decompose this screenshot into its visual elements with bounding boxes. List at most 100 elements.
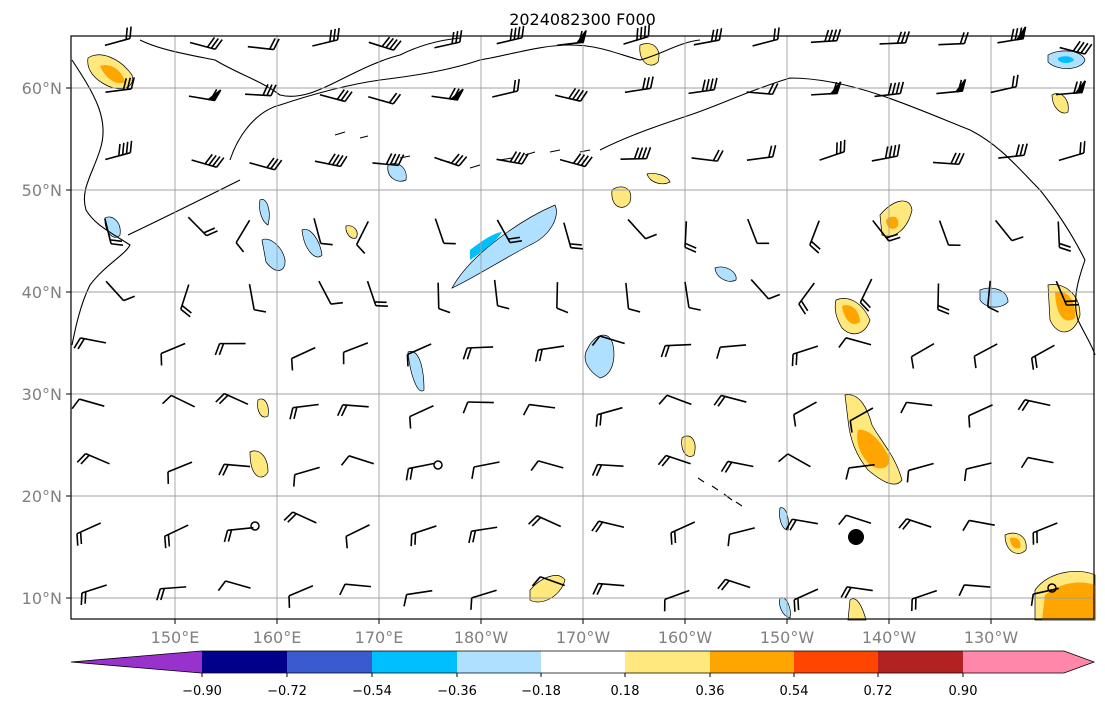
wind-barb xyxy=(1030,587,1059,607)
kamchatka-coast xyxy=(71,59,131,346)
wind-barb xyxy=(434,30,463,49)
wind-barb xyxy=(1020,456,1054,469)
anomaly-contours xyxy=(87,43,1096,621)
wind-barb xyxy=(345,524,370,549)
graticule xyxy=(71,36,1094,619)
wind-barb xyxy=(986,280,999,313)
positive-patch xyxy=(345,225,358,239)
wind-barb xyxy=(838,337,872,348)
colorbar-tick-label: −0.72 xyxy=(267,684,307,699)
calm-circle xyxy=(433,460,443,470)
alaska-coast xyxy=(229,39,701,161)
wind-barb xyxy=(994,219,1024,242)
wind-barb xyxy=(76,522,102,546)
wind-barb xyxy=(595,406,623,427)
wind-barb xyxy=(249,157,283,171)
colorbar-tick-label: 0.18 xyxy=(611,684,640,699)
wind-barb xyxy=(874,81,905,98)
wind-barb xyxy=(936,78,967,95)
wind-barb xyxy=(355,221,369,254)
hurricane-marker xyxy=(848,529,864,545)
colorbar-tick-label: −0.36 xyxy=(437,684,477,699)
wind-barb xyxy=(339,583,372,596)
wind-barb xyxy=(188,88,222,102)
calm-circle xyxy=(1047,583,1057,593)
wind-barb xyxy=(871,144,901,162)
wind-barb xyxy=(663,589,690,612)
negative-patch xyxy=(407,351,425,392)
colorbar-segment xyxy=(287,651,372,673)
positive-patch xyxy=(611,186,632,208)
wind-barb xyxy=(289,403,319,420)
negative-patch xyxy=(1058,56,1074,63)
wind-barb xyxy=(859,278,873,312)
colorbar-segment xyxy=(372,651,457,673)
wind-barb xyxy=(727,527,755,547)
wind-barb xyxy=(288,585,314,608)
map-frame xyxy=(70,35,1095,620)
colorbar-tick-label: 0.54 xyxy=(780,684,809,699)
alaska-peninsula xyxy=(599,77,1086,261)
positive-patch xyxy=(1051,93,1069,114)
negative-patch xyxy=(779,597,791,619)
colorbar-segment xyxy=(457,651,541,673)
wind-barb xyxy=(470,589,497,610)
positive-patch xyxy=(100,64,125,84)
negative-patch xyxy=(387,163,407,182)
lon-label: 170°E xyxy=(355,628,404,647)
hawaii-islands xyxy=(697,477,743,507)
wind-barb xyxy=(366,280,388,307)
wind-barb xyxy=(879,31,911,45)
wind-barb xyxy=(405,462,435,481)
lat-label: 20°N xyxy=(22,487,62,506)
wind-barb xyxy=(660,343,692,358)
wind-barb xyxy=(746,144,777,161)
negative-patch xyxy=(979,287,1009,308)
wind-barb xyxy=(187,216,218,237)
wind-barb xyxy=(105,280,136,302)
positive-patch xyxy=(857,429,889,469)
wind-barb xyxy=(750,279,781,300)
longitude-labels: 150°E 160°E 170°E 180°W 170°W 160°W 150°W 140°W… xyxy=(151,619,1019,647)
wind-barb xyxy=(1055,280,1079,306)
wind-barb xyxy=(1058,140,1086,162)
wind-barb xyxy=(437,282,451,314)
lon-label: 130°W xyxy=(964,628,1019,647)
wind-barb xyxy=(1030,344,1055,370)
wind-barb xyxy=(791,345,819,367)
wind-barb xyxy=(624,76,654,94)
wind-barb xyxy=(314,153,348,168)
positive-patch xyxy=(646,173,671,185)
wind-barb xyxy=(1017,399,1051,412)
wind-barb xyxy=(372,153,405,167)
wind-barb xyxy=(838,514,872,526)
wind-barb xyxy=(840,586,873,599)
latitude-labels: 60°N 50°N 40°N 30°N 20°N 10°N xyxy=(22,79,71,608)
wind-barb xyxy=(670,521,696,545)
colorbar-segment xyxy=(878,651,963,673)
wind-barb xyxy=(180,284,192,318)
wind-barb xyxy=(872,220,901,242)
wind-barb xyxy=(215,392,249,406)
wind-barb xyxy=(559,153,593,168)
wind-barb xyxy=(752,27,780,47)
negative-patch xyxy=(261,238,286,271)
lon-label: 170°W xyxy=(556,628,611,647)
wind-barbs xyxy=(71,24,1093,612)
negative-patch xyxy=(714,266,737,282)
lon-label: 160°E xyxy=(253,628,302,647)
wind-barb xyxy=(160,342,186,366)
colorbar-segment xyxy=(963,651,1094,673)
wind-barb xyxy=(998,143,1028,159)
wind-barb xyxy=(658,394,692,406)
colorbar-segment xyxy=(625,651,710,673)
wind-barb xyxy=(627,218,657,240)
lon-label: 140°W xyxy=(862,628,917,647)
wind-barb xyxy=(691,149,724,162)
colorbar-tick-label: 0.90 xyxy=(949,684,978,699)
wind-barb xyxy=(792,401,817,427)
negative-patch xyxy=(259,198,270,226)
wind-barb xyxy=(368,36,402,51)
positive-patch xyxy=(639,43,660,66)
